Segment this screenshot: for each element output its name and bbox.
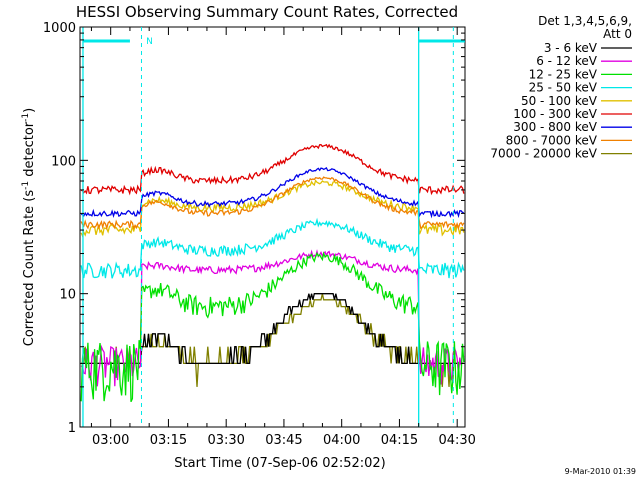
x-tick-label: 04:00: [323, 433, 360, 448]
x-axis-label: Start Time (07-Sep-06 02:52:02): [174, 456, 385, 471]
x-tick-label: 04:30: [438, 433, 475, 448]
decor-layer: N: [82, 27, 465, 427]
series-300-800-kev: [81, 166, 464, 219]
series-6-12-kev: [80, 249, 465, 387]
y-axis-label: Corrected Count Rate (s-1 detector-1): [21, 108, 37, 346]
y-label-sup2: -1: [21, 113, 31, 122]
legend-label: 6 - 12 keV: [536, 54, 598, 68]
legend-title-line2: Att 0: [603, 27, 632, 41]
y-tick-label: 10: [59, 288, 76, 303]
series-3-6-kev: [81, 293, 464, 365]
series-100-300-kev: [80, 143, 465, 196]
series-12-25-kev: [80, 251, 465, 403]
axis-layer: 1 10 100 1000 03:00 03:15 03:30 03:45 04:00 04:15…: [43, 21, 476, 448]
legend-label: 3 - 6 keV: [544, 41, 598, 55]
y-tick-label: 1: [68, 421, 76, 436]
legend-label: 50 - 100 keV: [521, 94, 598, 108]
annotation-marker-n: N: [146, 37, 153, 47]
y-label-mid: detector: [22, 121, 37, 181]
series-line: [81, 293, 464, 365]
y-label-end: ): [22, 108, 37, 113]
legend-title-line1: Det 1,3,4,5,6,9,: [538, 14, 632, 28]
series-line: [81, 166, 464, 219]
legend-label: 800 - 7000 keV: [506, 133, 598, 147]
series-800-7000-kev: [80, 176, 465, 231]
series-line: [80, 179, 465, 238]
series-line: [80, 176, 465, 231]
x-tick-label: 03:30: [207, 433, 244, 448]
legend-label: 25 - 50 keV: [529, 81, 598, 95]
series-50-100-kev: [80, 179, 465, 238]
y-label-main: Corrected Count Rate (s: [22, 190, 37, 347]
legend-label: 100 - 300 keV: [513, 107, 597, 121]
x-tick-label: 04:15: [381, 433, 418, 448]
x-tick-label: 03:45: [265, 433, 302, 448]
x-tick-label: 03:00: [92, 433, 129, 448]
plot-area: [79, 26, 466, 428]
chart-title: HESSI Observing Summary Count Rates, Cor…: [76, 3, 458, 21]
y-tick-label: 1000: [43, 21, 76, 36]
series-25-50-kev: [80, 217, 465, 279]
x-tick-label: 03:15: [150, 433, 187, 448]
legend-label: 300 - 800 keV: [513, 120, 597, 134]
y-label-sup1: -1: [21, 181, 31, 190]
timestamp: 9-Mar-2010 01:39: [565, 467, 636, 476]
plot-border: [79, 26, 466, 428]
y-tick-label: 100: [51, 154, 76, 169]
series-line: [80, 143, 465, 196]
series-layer: [80, 143, 465, 403]
series-line: [80, 251, 465, 403]
series-line: [80, 217, 465, 279]
series-line: [80, 249, 465, 387]
legend-label: 7000 - 20000 keV: [490, 147, 597, 161]
legend-label: 12 - 25 keV: [529, 67, 598, 81]
